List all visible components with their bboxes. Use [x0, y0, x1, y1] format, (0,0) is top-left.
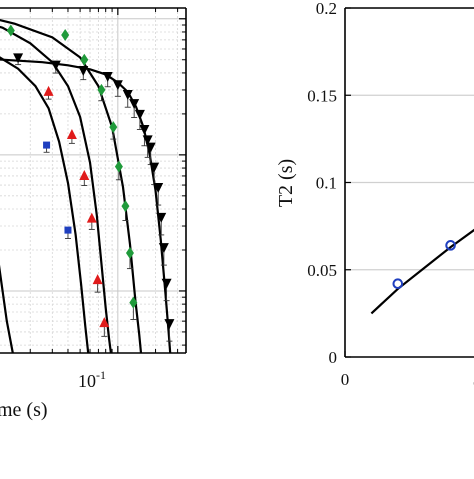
fit-curve-3 — [0, 25, 112, 354]
right-grid — [345, 8, 474, 271]
point-triangle-down-17 — [161, 278, 172, 289]
right-fit-line — [370, 228, 474, 315]
point-diamond-7 — [114, 160, 123, 173]
left-axes — [0, 7, 187, 354]
point-diamond-10 — [129, 296, 138, 309]
point-diamond-8 — [121, 200, 130, 213]
fit-curve-1 — [0, 264, 14, 354]
point-triangle-down-10 — [139, 124, 150, 135]
right-axes — [344, 7, 474, 358]
right-fit-curve — [370, 228, 474, 315]
left-grid — [0, 8, 186, 353]
left-data-points — [6, 24, 175, 342]
point-square-3 — [64, 226, 72, 234]
point-diamond-3 — [61, 28, 70, 41]
point-triangle-down-12 — [145, 142, 156, 153]
right-y-tick-label: 0.1 — [316, 174, 337, 193]
point-triangle-up-7 — [99, 317, 110, 328]
point-triangle-up-6 — [92, 274, 103, 285]
point-diamond-6 — [109, 121, 118, 134]
point-diamond-2 — [6, 24, 15, 37]
point-diamond-4 — [80, 53, 89, 66]
point-diamond-5 — [97, 83, 106, 96]
point-triangle-down-9 — [134, 109, 145, 120]
left-x-axis-label: me (s) — [0, 399, 48, 421]
fit-curve-2 — [0, 56, 90, 354]
right-x-tick-label: 5 — [473, 370, 474, 389]
point-triangle-down-5 — [102, 71, 113, 82]
point-triangle-down-2 — [13, 53, 24, 64]
right-tick-labels: 0 0.05 0.1 0.15 0.2 0 5 — [307, 0, 474, 389]
right-y-tick-label: 0.05 — [307, 261, 337, 280]
point-triangle-down-11 — [142, 135, 153, 146]
point-triangle-up-4 — [79, 169, 90, 180]
right-y-tick-label: 0 — [329, 348, 338, 367]
point-triangle-down-16 — [158, 243, 169, 254]
right-y-axis-label: T2 (s) — [275, 159, 297, 207]
left-x-tick-label: 10-1 — [78, 368, 106, 391]
fit-curve-5 — [0, 58, 172, 354]
point-triangle-up-3 — [66, 128, 77, 139]
point-triangle-down-4 — [78, 66, 89, 77]
point-triangle-down-6 — [112, 80, 123, 91]
point-triangle-down-14 — [153, 183, 164, 194]
point-triangle-up-2 — [43, 85, 54, 96]
right-y-tick-label: 0.2 — [316, 0, 337, 18]
point-triangle-down-3 — [50, 60, 61, 71]
point-triangle-down-15 — [156, 212, 167, 223]
point-triangle-down-8 — [129, 99, 140, 110]
point-square-2 — [43, 141, 51, 149]
point-triangle-up-5 — [86, 212, 97, 223]
right-x-tick-label: 0 — [341, 370, 350, 389]
point-triangle-down-13 — [149, 162, 160, 173]
point-triangle-down-7 — [122, 90, 133, 101]
point-diamond-9 — [125, 247, 134, 260]
right-y-tick-label: 0.15 — [307, 86, 337, 105]
point-triangle-down-18 — [164, 319, 175, 330]
right-point-1 — [392, 278, 404, 290]
right-point-2 — [445, 240, 456, 251]
right-data-points — [392, 240, 456, 290]
